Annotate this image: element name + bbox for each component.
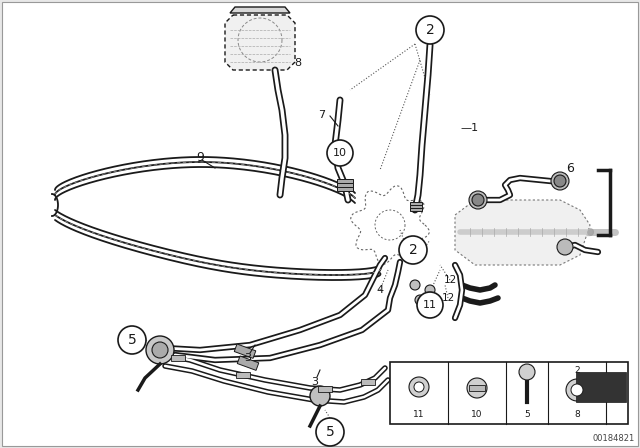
Text: 3: 3: [312, 377, 319, 387]
Circle shape: [519, 364, 535, 380]
Text: 10: 10: [471, 409, 483, 418]
Circle shape: [415, 295, 425, 305]
Circle shape: [152, 342, 168, 358]
Polygon shape: [225, 15, 295, 70]
Bar: [576, 372, 626, 402]
Bar: [237, 356, 259, 370]
Polygon shape: [455, 200, 590, 265]
Bar: [410, 208, 422, 211]
Bar: [170, 354, 184, 361]
Circle shape: [327, 140, 353, 166]
Circle shape: [551, 172, 569, 190]
Circle shape: [316, 418, 344, 446]
Bar: [236, 372, 250, 378]
Text: 10: 10: [333, 148, 347, 158]
Circle shape: [118, 326, 146, 354]
Text: 8: 8: [294, 58, 301, 68]
Text: 12: 12: [444, 275, 456, 285]
Circle shape: [416, 16, 444, 44]
Text: 5: 5: [326, 425, 334, 439]
Text: 11: 11: [423, 300, 437, 310]
Text: 5: 5: [127, 333, 136, 347]
Text: 00184821: 00184821: [593, 434, 635, 443]
Bar: [469, 385, 485, 391]
Bar: [337, 187, 353, 191]
Text: 8: 8: [574, 409, 580, 418]
Circle shape: [472, 194, 484, 206]
Bar: [337, 179, 353, 183]
Text: 6: 6: [566, 161, 574, 175]
Circle shape: [425, 285, 435, 295]
Circle shape: [566, 379, 588, 401]
Text: 7: 7: [319, 110, 326, 120]
Bar: [410, 205, 422, 207]
Text: 2: 2: [574, 366, 580, 375]
Polygon shape: [230, 7, 290, 13]
Text: 3: 3: [244, 353, 252, 363]
Circle shape: [417, 292, 443, 318]
Circle shape: [469, 191, 487, 209]
Circle shape: [467, 378, 487, 398]
Text: 11: 11: [413, 409, 425, 418]
Text: —1: —1: [460, 123, 478, 133]
Text: 4: 4: [376, 285, 383, 295]
Text: 5: 5: [524, 409, 530, 418]
Bar: [318, 386, 332, 392]
Circle shape: [554, 175, 566, 187]
Circle shape: [414, 382, 424, 392]
Circle shape: [146, 336, 174, 364]
Bar: [410, 202, 422, 204]
Text: 12: 12: [442, 293, 454, 303]
Circle shape: [399, 236, 427, 264]
Text: 9: 9: [196, 151, 204, 164]
Text: 2: 2: [408, 243, 417, 257]
Bar: [337, 183, 353, 187]
Circle shape: [310, 386, 330, 406]
Text: 2: 2: [426, 23, 435, 37]
Bar: [390, 362, 628, 424]
Circle shape: [571, 384, 583, 396]
Circle shape: [557, 239, 573, 255]
Bar: [234, 344, 256, 358]
Bar: [360, 379, 374, 384]
Circle shape: [409, 377, 429, 397]
Circle shape: [410, 280, 420, 290]
